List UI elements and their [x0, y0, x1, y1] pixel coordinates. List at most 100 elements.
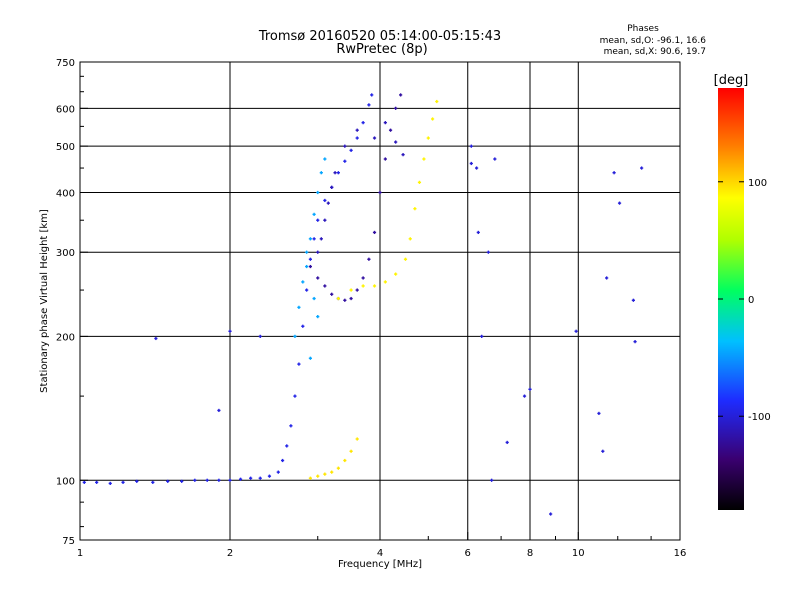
- data-point: [486, 250, 490, 254]
- colorbar-tick-label: -100: [748, 412, 771, 423]
- data-point: [367, 257, 371, 261]
- colorbar-label: [deg]: [714, 73, 749, 88]
- chart-title: Tromsø 20160520 05:14:00-05:15:43: [258, 29, 501, 44]
- data-point: [394, 140, 398, 144]
- data-point: [108, 481, 112, 486]
- y-tick-label: 500: [56, 142, 75, 153]
- data-point: [267, 474, 272, 478]
- data-point: [493, 157, 497, 161]
- phases-x-stats: mean, sd,X: 90.6, 19.7: [604, 47, 706, 57]
- data-point: [469, 161, 473, 166]
- data-point: [316, 474, 320, 478]
- data-point: [305, 288, 309, 292]
- data-point: [336, 296, 340, 301]
- data-point: [605, 276, 609, 280]
- y-tick-label: 600: [56, 104, 75, 115]
- data-point: [355, 136, 359, 140]
- data-point: [633, 340, 637, 344]
- data-point: [480, 334, 484, 338]
- data-point: [228, 478, 232, 482]
- y-tick-label: 400: [56, 188, 75, 199]
- data-point: [612, 171, 616, 175]
- data-point: [372, 230, 377, 235]
- data-point: [522, 394, 527, 398]
- data-point: [330, 292, 334, 296]
- data-point: [238, 477, 243, 481]
- data-point: [378, 190, 382, 195]
- data-point: [474, 166, 479, 170]
- data-point: [435, 99, 439, 104]
- data-point: [349, 296, 353, 301]
- data-point: [249, 476, 253, 480]
- data-point: [476, 230, 480, 235]
- data-point: [343, 298, 347, 302]
- y-tick-label: 75: [62, 536, 75, 547]
- data-point: [370, 93, 374, 97]
- plot-frame: [79, 61, 681, 541]
- data-point: [166, 479, 170, 483]
- x-tick-label: 1: [77, 548, 83, 559]
- data-point: [316, 218, 320, 222]
- data-point: [349, 449, 353, 453]
- data-point: [180, 479, 184, 483]
- data-point: [490, 478, 494, 482]
- data-point: [336, 171, 340, 175]
- data-point: [323, 198, 327, 203]
- data-point: [305, 250, 309, 254]
- data-point: [349, 148, 353, 152]
- data-point: [640, 166, 644, 170]
- data-point: [82, 480, 86, 484]
- data-point: [276, 470, 280, 474]
- x-tick-label: 2: [227, 548, 233, 559]
- data-point: [528, 387, 532, 391]
- data-point: [361, 284, 365, 288]
- data-point: [151, 480, 155, 484]
- y-tick-label: 300: [56, 248, 75, 259]
- data-point: [289, 424, 293, 428]
- data-point: [308, 257, 313, 261]
- data-point: [361, 276, 365, 280]
- data-point: [430, 117, 435, 121]
- grid: [80, 62, 680, 540]
- data-point: [388, 128, 393, 132]
- data-point: [323, 284, 327, 288]
- data-point: [217, 408, 221, 413]
- colorbar-ticks: 100 0 -100: [718, 178, 771, 423]
- data-point: [383, 280, 387, 284]
- chart-subtitle: RwPretec (8p): [336, 42, 427, 57]
- data-point: [323, 157, 327, 161]
- data-point: [297, 362, 301, 366]
- x-tick-label: 4: [377, 548, 383, 559]
- data-point: [336, 466, 340, 470]
- y-tick-label: 200: [56, 332, 75, 343]
- data-point: [228, 329, 232, 333]
- data-point: [312, 212, 316, 216]
- data-point: [372, 284, 377, 288]
- data-point: [308, 356, 313, 360]
- y-axis-label: Stationary phase Virtual Height [km]: [39, 209, 50, 393]
- data-point: [121, 480, 125, 484]
- data-point: [301, 280, 305, 284]
- data-point: [297, 305, 301, 309]
- data-point: [343, 458, 347, 463]
- data-point: [355, 128, 359, 132]
- colorbar-tick-label: 100: [748, 178, 767, 189]
- data-point: [312, 237, 316, 241]
- data-point: [154, 336, 158, 341]
- colorbar-tick-label: 0: [748, 295, 754, 306]
- data-point: [319, 237, 323, 241]
- data-point: [383, 121, 387, 125]
- data-point: [631, 298, 635, 302]
- data-point: [394, 106, 398, 110]
- data-point: [330, 470, 334, 474]
- data-point: [316, 190, 320, 195]
- data-point: [135, 479, 139, 483]
- data-point: [316, 276, 320, 280]
- data-point: [355, 437, 359, 441]
- data-point: [597, 411, 601, 416]
- data-point: [361, 121, 365, 125]
- data-point: [308, 476, 313, 480]
- data-point: [326, 201, 330, 205]
- data-point: [316, 250, 320, 254]
